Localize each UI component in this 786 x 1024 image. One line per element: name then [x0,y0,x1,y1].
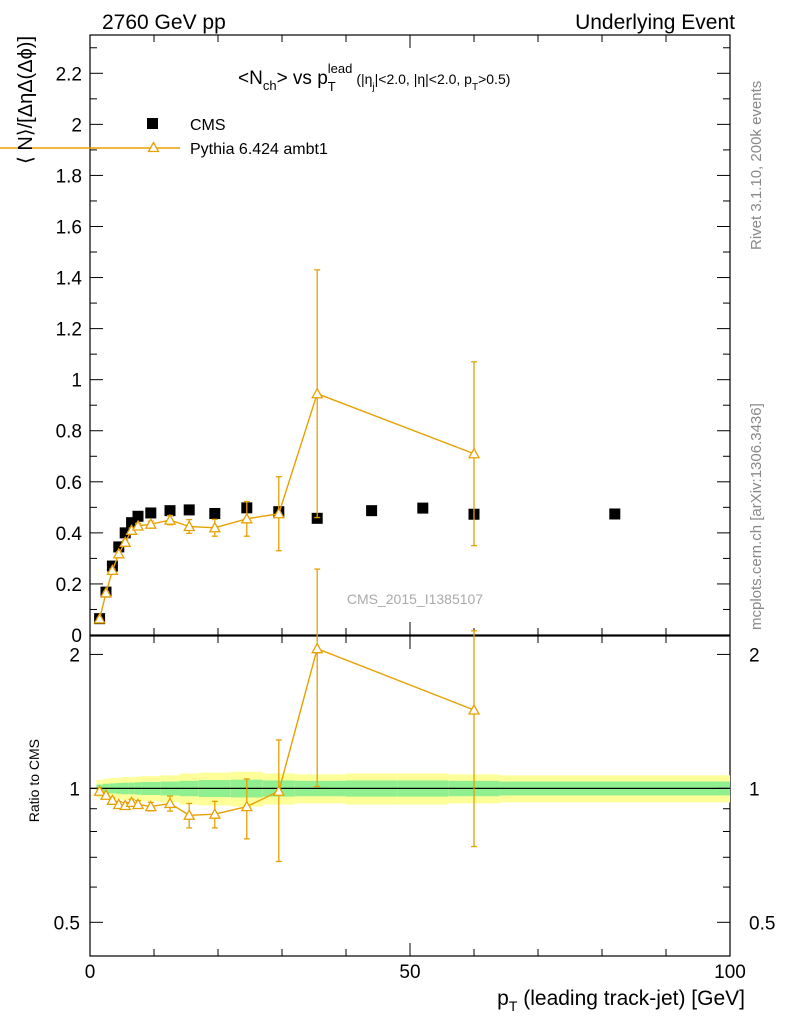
y-tick-label-main: 0.8 [56,422,82,443]
y-tick-label-main: 1.6 [56,217,82,238]
x-tick-label: 100 [714,962,746,983]
ratio-mc-point [311,642,324,654]
x-axis-title: pT (leading track-jet) [GeV] [497,987,745,1014]
main-mc-point [467,447,481,459]
mc-uncertainty-band [90,771,730,807]
main-mc-point [240,512,253,524]
cms-data-point [126,517,138,529]
cms-data-point [417,502,429,514]
main-mc-point [119,535,132,547]
main-mc-point [163,513,177,525]
mcplots-label: mcplots.cern.ch [arXiv:1306.3436] [748,403,765,630]
ratio-mc-point [208,807,221,819]
y-tick-label-main: 1 [71,371,82,392]
main-mc-point [112,547,125,559]
main-y-axis-title: ⟨ N⟩/[ΔηΔ(Δϕ)] [15,36,37,164]
y-tick-label-main: 0.2 [56,575,82,596]
main-mc-point [272,507,285,519]
main-mc-point [93,612,106,624]
cms-data-point [145,507,157,519]
cms-data-point [183,504,195,516]
y-tick-label-main: 1.2 [56,320,82,341]
analysis-watermark: CMS_2015_I1385107 [347,591,483,607]
ratio-mc-point [93,784,106,796]
cms-data-point [119,527,131,539]
cms-data-point [311,512,323,524]
cms-data-point [609,508,621,520]
main-panel-frame [89,34,731,636]
y-tick-label-ratio-right: 1 [749,779,760,800]
ratio-mc-point [99,788,113,800]
main-mc-point [311,387,324,399]
ratio-mc-point [106,793,119,805]
cms-data-point [113,541,125,553]
cms-data-point [366,505,378,517]
legend-cms-marker [147,118,158,129]
y-tick-label-ratio-right: 2 [749,645,760,666]
main-mc-point [144,517,157,529]
header-left: 2760 GeV pp [102,11,226,34]
x-tick-label: 50 [399,962,420,983]
main-mc-point [131,519,145,531]
y-tick-label-main: 2 [71,115,82,136]
legend-mc-marker [147,141,160,153]
ratio-mc-point [131,798,145,810]
cms-data-point [164,505,176,517]
y-tick-label-main: 0.4 [56,524,83,545]
y-tick-label-ratio-right: 0.5 [749,913,775,934]
cms-data-point [209,507,221,519]
y-tick-label-main: 0.6 [56,473,82,494]
legend-mc-label: Pythia 6.424 ambt1 [190,141,328,158]
ratio-mc-point [144,800,157,812]
y-tick-label-ratio: 0.5 [54,913,80,934]
header-right: Underlying Event [575,11,735,34]
ratio-mc-point [240,800,253,812]
y-tick-label-main: 2.2 [56,64,82,85]
ratio-mc-point [163,797,177,809]
ratio-mc-point [125,796,138,808]
ratio-mc-point [467,703,481,715]
rivet-label: Rivet 3.1.10, 200k events [748,81,765,250]
chart-marks [93,269,621,863]
main-mc-point [183,520,196,532]
main-mc-point [106,564,119,576]
y-tick-label-main: 1.4 [56,269,83,290]
y-tick-label-ratio: 2 [69,645,80,666]
ratio-mc-point [272,784,285,796]
y-tick-label-main: 0 [71,626,82,647]
plot-title: <Nch> vs pTlead(|ηj|<2.0, |η|<2.0, pT>0.… [238,61,510,94]
ratio-mc-point [183,808,196,820]
x-tick-label: 0 [85,962,96,983]
main-mc-point [99,586,113,598]
cms-data-point [132,510,144,522]
main-mc-point [208,521,221,533]
axis-ticks: 0 50 100 0 0.2 0.4 0.6 0.8 1 1.2 1.4 1.6 1.8 2 2.2 0.5 0… [54,35,775,983]
legend-cms-label: CMS [190,117,226,134]
y-tick-label-main: 1.8 [56,166,82,187]
y-tick-label-ratio: 1 [69,779,80,800]
ratio-y-axis-title: Ratio to CMS [26,739,42,822]
